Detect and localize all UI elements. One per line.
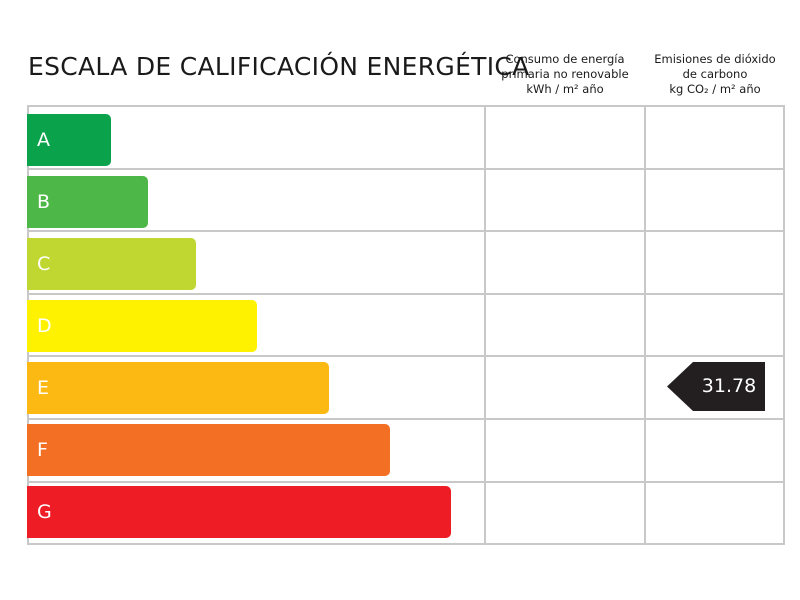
rating-bar-e: E: [27, 362, 329, 414]
rating-label: G: [37, 501, 52, 523]
grid-divider: [27, 168, 785, 170]
grid-divider: [27, 481, 785, 483]
column-header-line: de carbono: [682, 67, 748, 81]
co2-rating-indicator: 31.78: [667, 362, 765, 411]
rating-bar-c: C: [27, 238, 196, 290]
column-header-line: Emisiones de dióxido: [654, 52, 776, 66]
rating-label: D: [37, 315, 52, 337]
column-header-unit: kWh / m² año: [526, 82, 604, 96]
grid-divider: [27, 230, 785, 232]
grid-divider: [27, 293, 785, 295]
grid-divider: [27, 418, 785, 420]
rating-bar-a: A: [27, 114, 111, 166]
rating-bar-b: B: [27, 176, 148, 228]
column-header-co2: Emisiones de dióxido de carbono kg CO₂ /…: [645, 52, 785, 97]
column-header-line: primaria no renovable: [501, 67, 629, 81]
rating-bar-d: D: [27, 300, 257, 352]
column-header-line: Consumo de energía: [505, 52, 625, 66]
page-title: ESCALA DE CALIFICACIÓN ENERGÉTICA: [28, 52, 530, 81]
column-header-primary-energy: Consumo de energía primaria no renovable…: [485, 52, 645, 97]
co2-value: 31.78: [701, 375, 757, 397]
rating-label: F: [37, 439, 48, 461]
column-header-unit: kg CO₂ / m² año: [669, 82, 761, 96]
rating-bar-f: F: [27, 424, 390, 476]
rating-label: C: [37, 253, 51, 275]
grid-divider: [27, 355, 785, 357]
grid-divider: [644, 105, 646, 545]
arrow-left-icon: [667, 362, 765, 411]
grid-divider: [484, 105, 486, 545]
rating-label: E: [37, 377, 50, 399]
rating-label: B: [37, 191, 51, 213]
rating-bar-g: G: [27, 486, 451, 538]
rating-label: A: [37, 129, 50, 151]
